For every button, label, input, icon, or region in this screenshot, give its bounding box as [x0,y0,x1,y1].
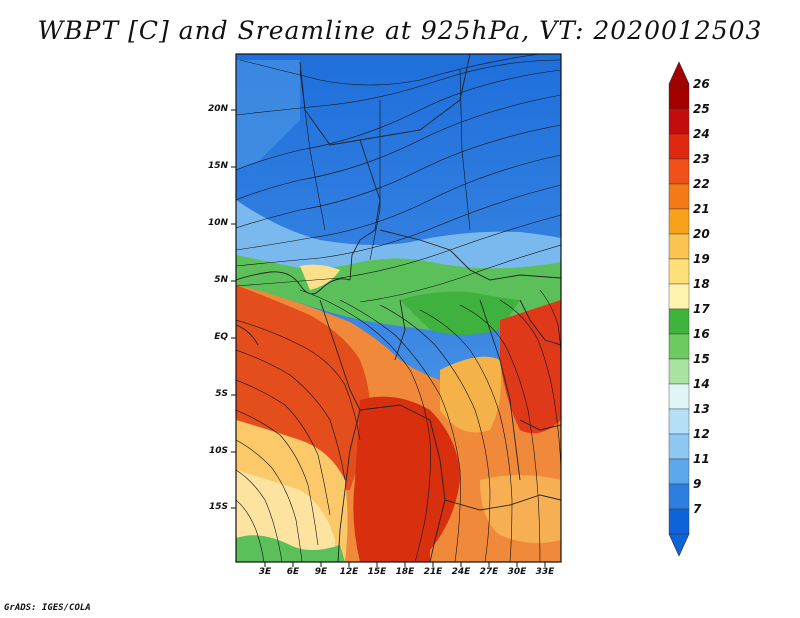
map-title: WBPT [C] and Sreamline at 925hPa, VT: 20… [37,16,763,45]
lon-label-30e: 30E [507,567,527,577]
colorbar-label: 25 [693,102,710,116]
colorbar-box [668,483,690,510]
colorbar-label: 24 [693,127,710,141]
colorbar-box [668,158,690,185]
colorbar-label: 17 [693,302,710,316]
lat-label-20n: 20N [207,104,228,114]
colorbar-label: 15 [693,352,710,366]
colorbar-label: 22 [693,177,710,191]
colorbar-label: 12 [693,427,710,441]
colorbar-label: 18 [693,277,710,291]
colorbar-box [668,183,690,210]
colorbar-top-arrow [668,61,690,85]
map-field [236,54,561,562]
map-region-southeast-orange [480,475,561,544]
colorbar-box [668,233,690,260]
lon-label-21e: 21E [423,567,443,577]
lat-ticks [231,109,236,509]
map-region-cameroon-yellow [300,264,340,290]
colorbar-label: 9 [693,477,702,491]
map-region-east-hot [500,300,561,434]
colorbar-box [668,108,690,135]
colorbar-box [668,83,690,110]
lon-label-15e: 15E [367,567,387,577]
lat-label-eq: EQ [214,332,228,342]
map-region-east-light [440,356,502,433]
lat-label-10n: 10N [207,218,228,228]
colorbar-label: 23 [693,152,710,166]
colorbar-box [668,458,690,485]
colorbar-box [668,433,690,460]
colorbar-label: 19 [693,252,710,266]
colorbar-box [668,333,690,360]
colorbar-label: 21 [693,202,710,216]
lat-label-5n: 5N [214,275,228,285]
map-region-south-green [236,535,345,562]
colorbar-label: 13 [693,402,710,416]
colorbar-box [668,308,690,335]
colorbar-box [668,283,690,310]
lat-label-10s: 10S [208,446,228,456]
lon-label-18e: 18E [395,567,415,577]
lat-label-5s: 5S [215,389,228,399]
colorbar-label: 11 [693,452,710,466]
footer-credit: GrADS: IGES/COLA [4,603,91,613]
country-borders [236,54,561,562]
lon-label-6e: 6E [286,567,300,577]
colorbar-label: 7 [693,502,702,516]
lon-label-9e: 9E [314,567,328,577]
colorbar-label: 14 [693,377,710,391]
colorbar-label: 16 [693,327,710,341]
lon-label-33e: 33E [535,567,555,577]
colorbar-box [668,408,690,435]
lat-label-15n: 15N [207,161,228,171]
colorbar-boxes [668,83,690,535]
colorbar-bottom-arrow [668,533,690,557]
colorbar-box [668,208,690,235]
colorbar-label: 20 [693,227,710,241]
lon-label-3e: 3E [258,567,272,577]
colorbar [668,61,690,557]
colorbar-box [668,258,690,285]
lon-ticks [264,562,546,567]
colorbar-box [668,358,690,385]
colorbar-box [668,133,690,160]
colorbar-box [668,383,690,410]
lon-label-12e: 12E [339,567,359,577]
map-region-nw-patch [236,60,300,170]
lon-label-24e: 24E [451,567,471,577]
map-frame [235,53,562,563]
lon-label-27e: 27E [479,567,499,577]
colorbar-box [668,508,690,535]
colorbar-label: 26 [693,77,710,91]
map-region-congo-hot [353,396,460,562]
map-region-sahel-blue [236,200,561,270]
streamlines [236,54,561,562]
map-region-green-core [400,291,520,335]
lat-label-15s: 15S [208,502,228,512]
